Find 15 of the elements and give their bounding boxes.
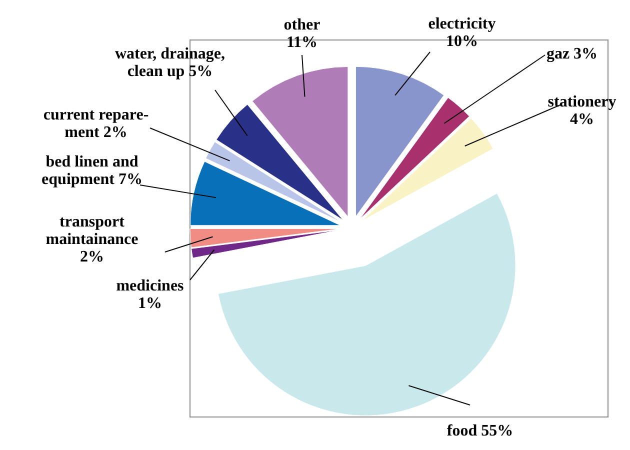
slice-label: current repare-ment 2% bbox=[43, 106, 149, 141]
slice-label: other bbox=[284, 16, 320, 34]
slice-label: gaz 3% bbox=[546, 45, 598, 62]
slice-label: medicines bbox=[116, 277, 184, 294]
data-label: 2% bbox=[80, 248, 104, 266]
slice-label: stationery bbox=[548, 93, 616, 110]
slice-label: transport maintainance bbox=[46, 213, 138, 248]
data-label: 11% bbox=[286, 34, 318, 51]
slice-label: food 55% bbox=[446, 422, 514, 440]
data-label: 4% bbox=[570, 111, 594, 128]
data-label: 10% bbox=[446, 33, 478, 50]
slice-label: water, drainage, clean up 5% bbox=[114, 45, 226, 80]
data-label: 1% bbox=[138, 295, 162, 312]
slice-label: electricity bbox=[428, 15, 496, 32]
slice-label: bed linen and equipment 7% bbox=[42, 153, 142, 188]
